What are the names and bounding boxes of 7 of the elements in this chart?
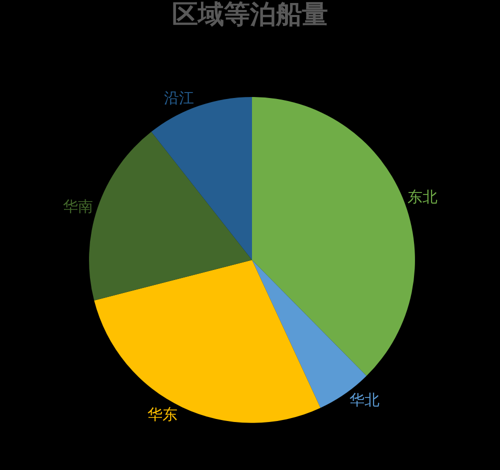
slice-label: 沿江 bbox=[164, 88, 194, 107]
slice-label: 华南 bbox=[63, 198, 94, 216]
slice-label: 华北 bbox=[349, 390, 380, 409]
slice-label: 东北 bbox=[407, 188, 438, 206]
slice-label: 华东 bbox=[148, 406, 178, 424]
pie-slice bbox=[94, 260, 320, 423]
chart-title: 区域等泊船量 bbox=[172, 0, 328, 30]
